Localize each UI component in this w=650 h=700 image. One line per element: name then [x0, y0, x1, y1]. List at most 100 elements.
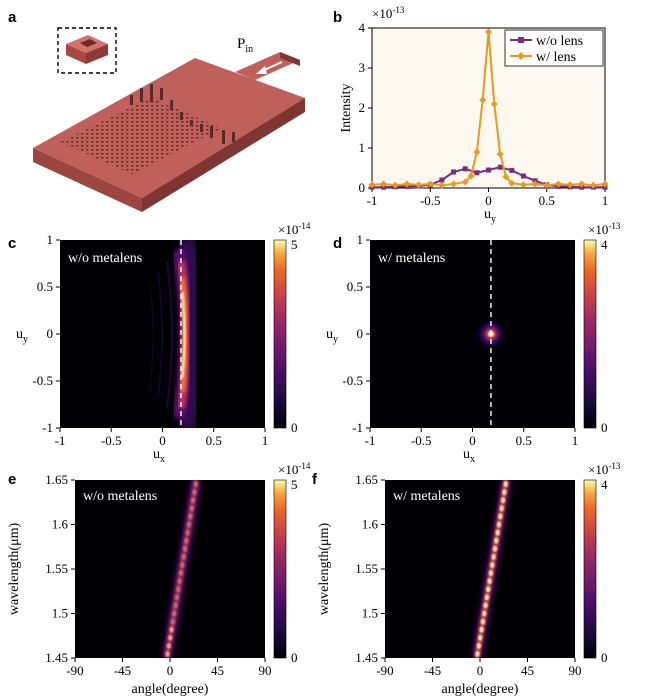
beam-fringe — [484, 594, 490, 601]
data-point-without-lens — [462, 166, 468, 172]
data-point-with-lens — [578, 180, 586, 188]
plot-b-xtick-label: -1 — [367, 193, 378, 208]
metalens-holes — [130, 84, 235, 144]
heatmap-f-ytick-label: 1.55 — [355, 561, 378, 576]
heatmap-f-ytick-label: 1.45 — [355, 650, 378, 665]
heatmap-e-beam — [161, 480, 202, 658]
data-point-with-lens — [479, 96, 487, 104]
colorbar-e-max: 5 — [291, 477, 298, 492]
colorbar-e-min: 0 — [291, 650, 298, 665]
data-point-with-lens — [490, 100, 498, 108]
heatmap-d-ytick-label: 0.5 — [347, 279, 363, 294]
beam-fringe — [479, 626, 484, 633]
beam-fringe — [482, 610, 487, 617]
heatmap-c-ylabel: uy — [16, 327, 28, 345]
heatmap-f-xtick-label: 45 — [521, 663, 534, 678]
data-point-without-lens — [451, 169, 457, 175]
beam-fringe — [180, 561, 185, 568]
inset-dashed-box — [57, 27, 117, 74]
data-point-without-lens — [520, 173, 526, 179]
panel-label-b: b — [333, 9, 342, 26]
heatmap-d-xtick-label: 0.5 — [516, 433, 532, 448]
heatmap-f-label: w/ metalens — [393, 489, 460, 504]
heatmap-e-label: w/o metalens — [83, 489, 157, 504]
data-point-with-lens — [368, 181, 376, 189]
beam-fringe — [190, 497, 196, 504]
data-point-without-lens — [497, 164, 503, 170]
heatmap-d-ticks: -1 -0.5 0 0.5 1 -1 -0.5 0 0.5 1 — [342, 232, 578, 448]
beam-fringe — [502, 489, 507, 496]
heatmap-d-xlabel: ux — [463, 447, 475, 465]
data-point-with-lens — [566, 181, 574, 189]
beam-fringe — [188, 513, 193, 520]
data-point-with-lens — [496, 150, 504, 158]
data-point-with-lens — [531, 180, 539, 188]
heatmap-d-xtick-label: -0.5 — [411, 433, 432, 448]
colorbar-f — [583, 479, 597, 659]
heatmap-c-xlabel: ux — [153, 447, 165, 465]
beam-fringe — [186, 521, 192, 528]
beam-fringe — [192, 489, 197, 496]
beam-fringe — [492, 545, 498, 552]
data-point-without-lens — [486, 167, 491, 173]
legend-entry-with-lens: w/ lens — [536, 50, 576, 65]
data-point-with-lens — [601, 180, 609, 188]
heatmap-d-xtick-label: 0 — [469, 433, 476, 448]
plot-b-ytick-label: 4 — [359, 20, 366, 35]
colorbar-d-min: 0 — [601, 420, 608, 435]
data-point-with-lens — [438, 181, 446, 189]
heatmap-f-ylabel: wavelength(μm) — [317, 523, 332, 616]
plot-b-ytick-label: 1 — [359, 140, 366, 155]
plot-b-series — [368, 28, 609, 190]
data-point-with-lens — [502, 173, 510, 181]
beam-fringe — [189, 505, 194, 512]
data-point-with-lens — [508, 179, 516, 187]
colorbar-d-exponent: ×10-13 — [588, 221, 621, 237]
plot-b-ticks: -1 -0.5 0 0.5 1 0 1 2 3 4 — [359, 20, 609, 208]
beam-fringe — [185, 529, 190, 536]
beam-fringe — [486, 586, 491, 593]
data-point-with-lens — [589, 181, 597, 189]
data-point-with-lens — [519, 181, 527, 189]
heatmap-c-label: w/o metalens — [68, 251, 142, 266]
data-point-without-lens — [439, 177, 445, 183]
heatmap-e-xlabel: angle(degree) — [132, 682, 209, 697]
heatmap-c-xtick-label: -0.5 — [101, 433, 122, 448]
data-point-without-lens — [509, 167, 515, 173]
colorbar-e — [273, 479, 287, 659]
heatmap-c-ytick-label: 1 — [47, 232, 54, 247]
colorbar-c — [273, 239, 287, 429]
heatmap-c-ytick-label: 0.5 — [37, 279, 53, 294]
plot-b-ylabel: Intensity — [339, 84, 354, 133]
heatmap-f-ytick-label: 1.5 — [362, 606, 378, 621]
beam-fringe — [174, 594, 180, 601]
heatmap-f-ytick-label: 1.6 — [362, 517, 379, 532]
heatmap-f-xtick-label: -45 — [424, 663, 441, 678]
heatmap-f-beam — [471, 480, 512, 658]
heatmap-c-ticks: -1 -0.5 0 0.5 1 -1 -0.5 0 0.5 1 — [32, 232, 268, 448]
data-point-with-lens — [403, 180, 411, 188]
heatmap-c-xtick-label: 0 — [159, 433, 166, 448]
beam-fringe — [176, 586, 181, 593]
data-point-with-lens — [426, 180, 434, 188]
colorbar-d — [583, 239, 597, 429]
beam-fringe — [496, 521, 502, 528]
heatmap-f-xtick-label: 0 — [477, 663, 484, 678]
panel-d: d w/ metalens -1 -0.5 0 0.5 1-1-0.500.51 uy … — [326, 221, 621, 465]
heatmap-d-ytick-label: -0.5 — [342, 373, 363, 388]
heatmap-f-xlabel: angle(degree) — [442, 682, 519, 697]
beam-fringe — [499, 505, 504, 512]
data-point-with-lens — [415, 181, 423, 189]
heatmap-e-ytick-label: 1.55 — [45, 561, 68, 576]
beam-fringe — [178, 570, 184, 577]
beam-fringe — [490, 561, 495, 568]
data-point-with-lens — [467, 172, 475, 180]
heatmap-e-ticks: -90 -45 0 45 90 1.45 1.5 1.55 1.6 1.65 — [45, 472, 271, 678]
heatmap-e-ytick-label: 1.65 — [45, 472, 68, 487]
legend-entry-without-lens: w/o lens — [536, 34, 583, 49]
plot-b-xtick-label: -0.5 — [420, 193, 441, 208]
input-arrow — [256, 61, 283, 74]
beam-fringe — [193, 481, 198, 488]
colorbar-f-max: 4 — [601, 477, 608, 492]
